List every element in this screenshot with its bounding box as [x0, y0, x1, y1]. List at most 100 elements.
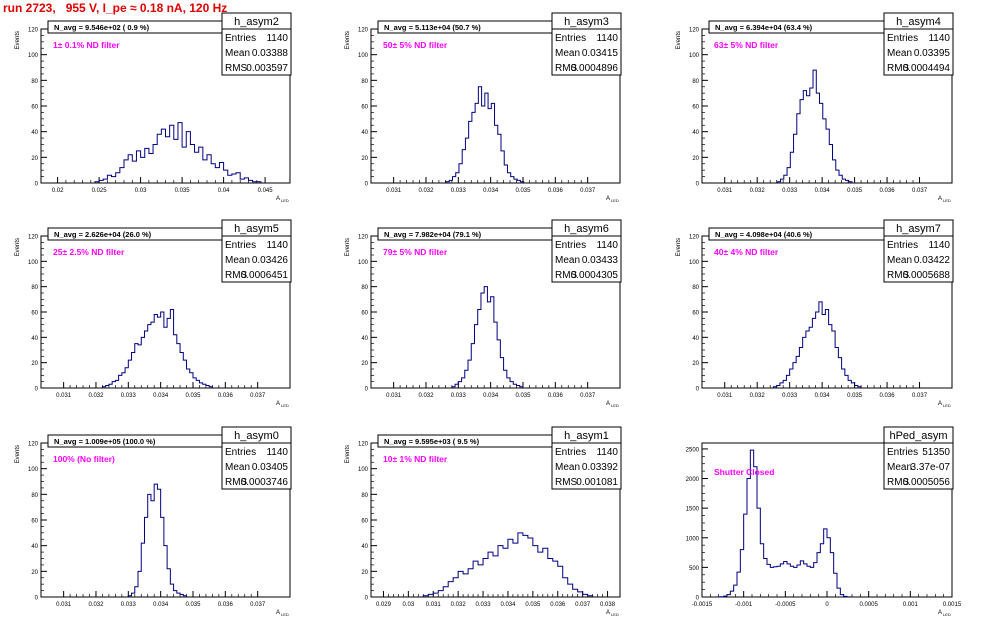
x-tick-label: 0.033: [451, 188, 467, 194]
navg-text: N_avg = 9.546e+02 ( 0.9 %): [54, 23, 150, 32]
y-tick-label: 0: [696, 182, 700, 188]
navg-text: N_avg = 6.394e+04 (63.4 %): [715, 23, 813, 32]
stats-label: Mean: [555, 255, 580, 266]
x-tick-label: 0.036: [218, 393, 234, 399]
stats-value: 51350: [922, 447, 950, 458]
stats-label: Mean: [225, 462, 250, 473]
y-axis-label: Events: [345, 31, 351, 49]
y-tick-label: 80: [31, 285, 38, 291]
y-tick-label: 60: [361, 519, 368, 525]
y-tick-label: 60: [692, 105, 699, 111]
stats-label: RMS: [887, 477, 910, 488]
stats-value: 1140: [596, 240, 618, 251]
filter-annotation: 79± 5% ND filter: [383, 247, 448, 257]
y-tick-label: 40: [692, 130, 699, 136]
histogram-line: [101, 308, 213, 388]
histogram-name: h_asym4: [896, 16, 941, 28]
x-tick-label: 0.025: [92, 188, 108, 194]
y-tick-label: 100: [689, 260, 700, 266]
filter-annotation: 100% (No filter): [53, 454, 115, 464]
stats-box: [883, 219, 954, 283]
y-axis-label: Events: [15, 31, 21, 49]
stats-label: RMS: [555, 477, 578, 488]
y-tick-label: 80: [31, 493, 38, 499]
navg-text: N_avg = 4.098e+04 (40.6 %): [715, 230, 813, 239]
stats-label: RMS: [555, 270, 578, 281]
panel-h_asym6: 0 20 40 60 80 100 120 Events 0.031 0.032 0.033 0.03…: [345, 219, 622, 408]
x-tick-label: 0.031: [386, 393, 402, 399]
x-tick-label: 0.032: [750, 188, 766, 194]
histogram-line: [716, 449, 851, 598]
y-tick-label: 0: [35, 387, 39, 393]
stats-value: 1140: [928, 33, 950, 44]
stats-label: Entries: [555, 447, 586, 458]
filter-annotation: 40± 4% ND filter: [714, 247, 779, 257]
x-tick-label: 0.033: [121, 393, 137, 399]
y-tick-label: 80: [692, 285, 699, 291]
x-tick-label: 0.04: [218, 188, 230, 194]
y-axis-label: Events: [345, 445, 351, 463]
x-tick-label: 0.038: [600, 602, 616, 608]
histogram-line: [422, 532, 594, 597]
stats-box: [221, 12, 292, 76]
stats-label: Entries: [225, 240, 256, 251]
histogram-line: [451, 286, 524, 388]
y-tick-label: 80: [692, 79, 699, 85]
stats-label: Mean: [887, 255, 912, 266]
stats-label: Mean: [555, 462, 580, 473]
x-tick-label: 0.031: [386, 188, 402, 194]
x-tick-label: 0.032: [88, 393, 104, 399]
x-tick-label: 0.036: [880, 393, 896, 399]
histogram-line: [772, 301, 862, 388]
x-tick-label: 0.03: [135, 188, 147, 194]
y-tick-label: 120: [28, 235, 39, 241]
navg-box: [377, 434, 553, 448]
x-tick-label: 0.034: [483, 188, 499, 194]
y-tick-label: 120: [689, 28, 700, 34]
stats-value: 0.0005056: [903, 477, 951, 488]
stats-value: 1140: [596, 447, 618, 458]
filter-annotation: 1± 0.1% ND filter: [53, 40, 120, 50]
histogram-name: h_asym2: [234, 16, 279, 28]
y-tick-label: 120: [358, 235, 369, 241]
y-tick-label: 20: [361, 156, 368, 162]
stats-value: 0.0003746: [241, 477, 289, 488]
stats-label: Entries: [887, 447, 918, 458]
stats-value: 0.0006451: [241, 270, 289, 281]
histogram-name: h_asym6: [564, 223, 609, 235]
y-tick-label: 0: [696, 596, 700, 602]
y-tick-label: 60: [31, 519, 38, 525]
x-tick-label: 0.02: [52, 188, 64, 194]
stats-value: 1140: [266, 33, 288, 44]
y-tick-label: 20: [692, 361, 699, 367]
y-tick-label: 40: [361, 130, 368, 136]
navg-text: N_avg = 9.595e+03 ( 9.5 %): [384, 437, 480, 446]
x-axis-label: ALED: [938, 401, 951, 408]
stats-value: 0.0005688: [903, 270, 951, 281]
x-tick-label: 0.036: [218, 602, 234, 608]
y-tick-label: 60: [31, 105, 38, 111]
panel-h_asym2: 0 20 40 60 80 100 120 Events 0.02 0.025 0.03 0.035 0…: [15, 12, 292, 203]
panel-h_asym4: 0 20 40 60 80 100 120 Events 0.031 0.032 0.033 0.03…: [676, 12, 954, 203]
y-tick-label: 100: [28, 53, 39, 59]
y-tick-label: 0: [696, 387, 700, 393]
y-tick-label: 40: [31, 130, 38, 136]
stats-label: RMS: [225, 63, 248, 74]
y-tick-label: 100: [689, 53, 700, 59]
y-tick-label: 20: [361, 361, 368, 367]
y-tick-label: 60: [361, 311, 368, 317]
x-tick-label: 0.033: [121, 602, 137, 608]
x-tick-label: 0.035: [175, 188, 191, 194]
x-tick-label: 0.03: [403, 602, 415, 608]
stats-label: RMS: [225, 270, 248, 281]
y-tick-label: 100: [358, 260, 369, 266]
stats-label: Entries: [225, 33, 256, 44]
y-axis-label: Events: [345, 238, 351, 256]
x-tick-label: 0.035: [515, 393, 531, 399]
y-tick-label: 80: [361, 493, 368, 499]
navg-text: N_avg = 7.982e+04 (79.1 %): [384, 230, 482, 239]
stats-box: [551, 219, 622, 283]
x-tick-label: 0.001: [903, 602, 919, 608]
stats-value: 0.03392: [582, 462, 619, 473]
x-tick-label: 0.037: [580, 393, 596, 399]
